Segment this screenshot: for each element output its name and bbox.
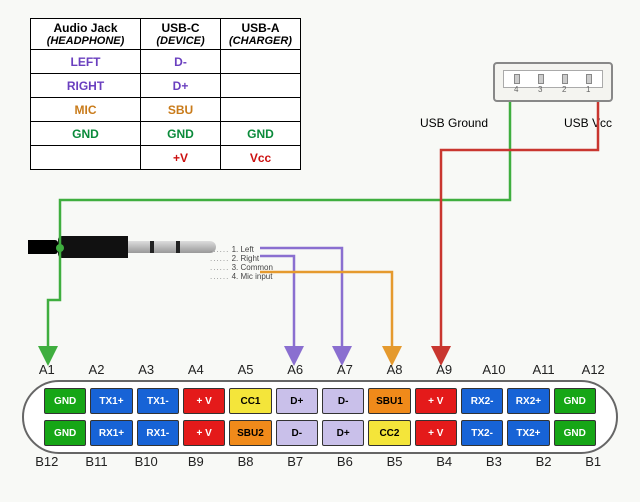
usb-c-pin: GND (44, 388, 86, 414)
usb-c-pin: + V (415, 388, 457, 414)
table-header: USB-A(CHARGER) (221, 19, 301, 50)
usb-c-pin: CC2 (368, 420, 410, 446)
usb-c-pin: D- (276, 420, 318, 446)
table-cell (221, 50, 301, 74)
table-cell: D- (141, 50, 221, 74)
usb-c-pinout: A1A2A3A4A5A6A7A8A9A10A11A12 GNDTX1+TX1-+… (22, 362, 618, 472)
usb-c-pin: GND (554, 388, 596, 414)
pin-label: A10 (469, 362, 519, 380)
table-cell: D+ (141, 74, 221, 98)
usb-c-pin: + V (183, 420, 225, 446)
trrs-lead-labels: ...... 1. Left...... 2. Right...... 3. C… (210, 245, 273, 281)
pin-label: A4 (171, 362, 221, 380)
table-cell (221, 98, 301, 122)
table-cell: GND (221, 122, 301, 146)
table-header: USB-C(DEVICE) (141, 19, 221, 50)
pin-label: B1 (568, 454, 618, 472)
usb-c-pin: GND (44, 420, 86, 446)
usb-a-pin-number: 4 (514, 85, 518, 94)
usb-c-pin: RX2+ (507, 388, 549, 414)
usb-c-pin: RX1- (137, 420, 179, 446)
usb-a-pin-number: 3 (538, 85, 542, 94)
table-cell: GND (141, 122, 221, 146)
usb-c-pin: RX1+ (90, 420, 132, 446)
pin-label: A3 (121, 362, 171, 380)
table-cell: +V (141, 146, 221, 170)
pin-label: B2 (519, 454, 569, 472)
usb-c-pin: + V (183, 388, 225, 414)
pin-label: A9 (419, 362, 469, 380)
pin-label: A2 (72, 362, 122, 380)
table-cell: MIC (31, 98, 141, 122)
usb-ground-label: USB Ground (420, 116, 488, 130)
pin-label: A5 (221, 362, 271, 380)
usb-c-pin: RX2- (461, 388, 503, 414)
pin-label: B6 (320, 454, 370, 472)
trrs-lead: ...... 3. Common (210, 263, 273, 272)
usb-c-pin: D+ (276, 388, 318, 414)
pin-label: B5 (370, 454, 420, 472)
pin-label: B3 (469, 454, 519, 472)
pin-label: A11 (519, 362, 569, 380)
usb-c-pin: D- (322, 388, 364, 414)
table-cell: RIGHT (31, 74, 141, 98)
table-cell: SBU (141, 98, 221, 122)
trrs-lead: ...... 1. Left (210, 245, 273, 254)
pin-label: A6 (270, 362, 320, 380)
table-header: Audio Jack(HEADPHONE) (31, 19, 141, 50)
pin-label: A7 (320, 362, 370, 380)
pin-label: B8 (221, 454, 271, 472)
table-cell (31, 146, 141, 170)
usb-a-connector: 4 3 2 1 (493, 62, 613, 102)
usb-vcc-label: USB Vcc (564, 116, 612, 130)
usb-c-pin: + V (415, 420, 457, 446)
pin-label: B11 (72, 454, 122, 472)
table-cell: LEFT (31, 50, 141, 74)
trrs-lead: ...... 4. Mic input (210, 272, 273, 281)
pin-label: B10 (121, 454, 171, 472)
pin-label: A12 (568, 362, 618, 380)
pin-label: B7 (270, 454, 320, 472)
usb-c-pin: TX1+ (90, 388, 132, 414)
usb-c-pin: SBU2 (229, 420, 271, 446)
usb-a-pin-number: 2 (562, 85, 566, 94)
usb-c-pin: SBU1 (368, 388, 410, 414)
usb-c-pin: CC1 (229, 388, 271, 414)
table-cell: Vcc (221, 146, 301, 170)
usb-c-pin: TX1- (137, 388, 179, 414)
usb-a-pin-number: 1 (586, 85, 590, 94)
pin-label: B9 (171, 454, 221, 472)
pin-label: A8 (370, 362, 420, 380)
usb-c-pin: TX2+ (507, 420, 549, 446)
usb-c-pin: GND (554, 420, 596, 446)
table-cell: GND (31, 122, 141, 146)
pin-label: B12 (22, 454, 72, 472)
usb-c-pin: D+ (322, 420, 364, 446)
pin-label: A1 (22, 362, 72, 380)
usb-c-pin: TX2- (461, 420, 503, 446)
table-cell (221, 74, 301, 98)
signal-mapping-table: Audio Jack(HEADPHONE)USB-C(DEVICE)USB-A(… (30, 18, 301, 170)
pin-label: B4 (419, 454, 469, 472)
trrs-lead: ...... 2. Right (210, 254, 273, 263)
